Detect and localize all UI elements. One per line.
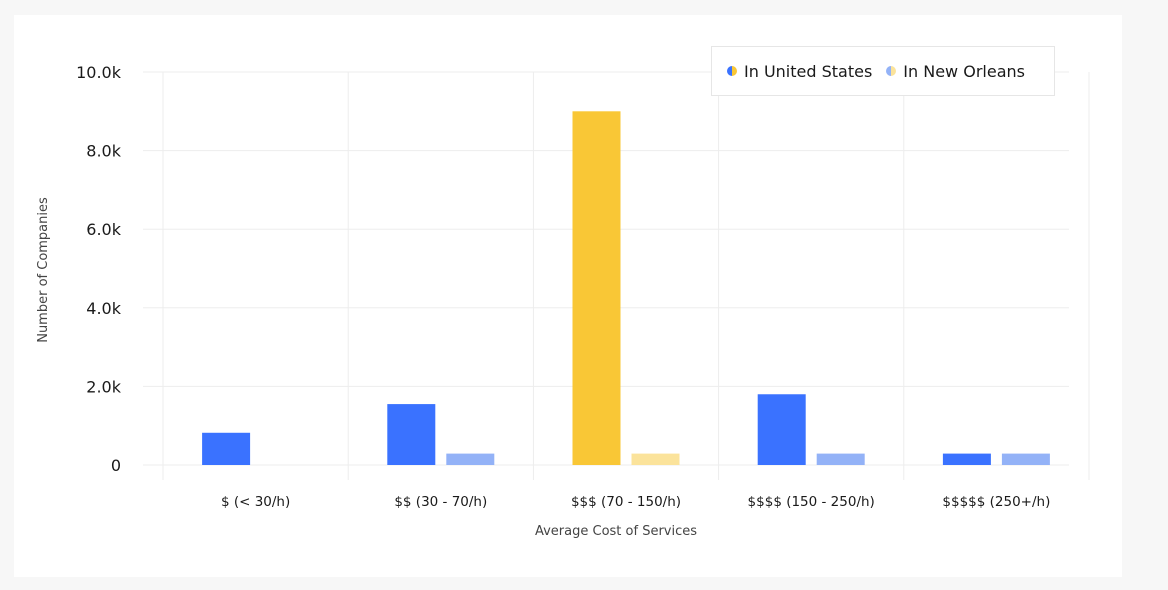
legend-item-united-states[interactable]: In United States bbox=[727, 62, 872, 81]
x-tick-label: $$ (30 - 70/h) bbox=[394, 494, 487, 510]
bar-united-states-1[interactable] bbox=[387, 404, 436, 465]
y-tick-label: 0 bbox=[111, 456, 121, 475]
chart-card bbox=[14, 15, 1122, 577]
x-tick-label: $$$$ (150 - 250/h) bbox=[748, 494, 875, 510]
legend-label-new-orleans: In New Orleans bbox=[903, 61, 1025, 81]
bar-new-orleans-4[interactable] bbox=[1001, 453, 1050, 465]
bars bbox=[202, 111, 1050, 466]
y-tick-label: 8.0k bbox=[86, 142, 121, 161]
y-tick-label: 2.0k bbox=[86, 377, 121, 396]
x-tick-label: $$$ (70 - 150/h) bbox=[571, 494, 681, 510]
x-tick-label: $$$$$ (250+/h) bbox=[942, 494, 1050, 510]
y-tick-label: 10.0k bbox=[76, 63, 122, 82]
y-axis-ticks: 0 2.0k 4.0k 6.0k 8.0k 10.0k bbox=[76, 63, 122, 475]
x-tick-label: $ (< 30/h) bbox=[221, 494, 290, 510]
chart-legend: In United States In New Orleans bbox=[711, 46, 1055, 96]
legend-marker-united-states-icon bbox=[727, 66, 737, 76]
bar-united-states-0[interactable] bbox=[202, 432, 251, 465]
y-tick-label: 6.0k bbox=[86, 220, 121, 239]
y-tick-label: 4.0k bbox=[86, 299, 121, 318]
y-axis-title: Number of Companies bbox=[36, 197, 51, 343]
bar-new-orleans-1[interactable] bbox=[446, 453, 495, 465]
bar-united-states-3[interactable] bbox=[757, 394, 806, 465]
bar-united-states-4[interactable] bbox=[942, 453, 991, 465]
legend-marker-new-orleans-icon bbox=[886, 66, 897, 76]
x-axis-title: Average Cost of Services bbox=[535, 524, 697, 539]
bar-new-orleans-3[interactable] bbox=[816, 453, 865, 465]
bar-new-orleans-2[interactable] bbox=[631, 453, 680, 465]
bar-united-states-2[interactable] bbox=[572, 111, 621, 466]
legend-item-new-orleans[interactable]: In New Orleans bbox=[886, 62, 1025, 81]
legend-label-united-states: In United States bbox=[744, 61, 873, 81]
x-axis-labels: $ (< 30/h) $$ (30 - 70/h) $$$ (70 - 150/h)… bbox=[221, 494, 1050, 510]
